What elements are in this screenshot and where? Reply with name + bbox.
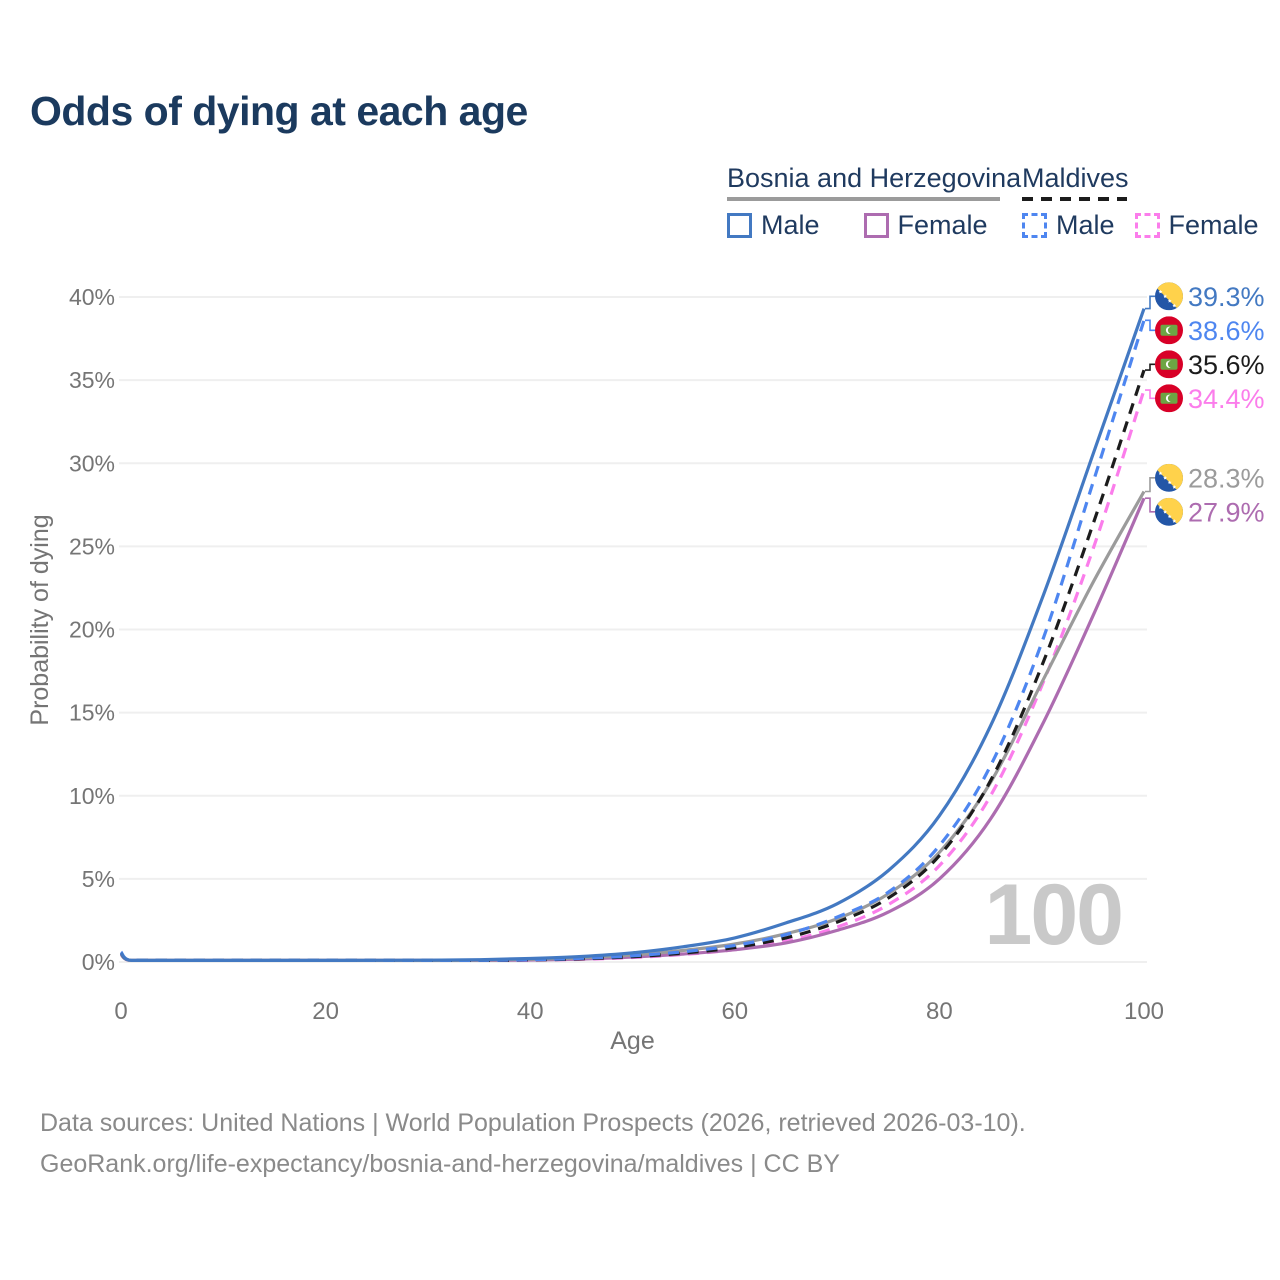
- checkbox-bosnia-female[interactable]: [863, 213, 889, 238]
- flag-icon-bosnia: [1155, 463, 1183, 492]
- end-label-value: 39.3%: [1188, 282, 1265, 312]
- flag-icon-bosnia: [1155, 282, 1183, 311]
- x-tick-label: 20: [312, 998, 339, 1025]
- legend-label-bosnia-female: Female: [897, 210, 988, 240]
- footer-data-sources: Data sources: United Nations | World Pop…: [40, 1109, 1026, 1137]
- end-label-bih-total: 28.3%: [1145, 463, 1265, 493]
- legend-label-maldives-female: Female: [1168, 210, 1259, 240]
- end-label-value: 38.6%: [1188, 316, 1265, 346]
- legend: Bosnia and Herzegovina Male Female Maldi…: [727, 163, 1259, 241]
- end-label-mdv-female: 34.4%: [1145, 384, 1265, 414]
- legend-item-maldives-male[interactable]: Male: [1022, 210, 1115, 241]
- y-tick-label: 0%: [82, 949, 115, 975]
- legend-item-bosnia-female[interactable]: Female: [863, 210, 988, 241]
- x-tick-label: 40: [517, 998, 544, 1025]
- y-axis-title: Probability of dying: [26, 514, 54, 725]
- x-tick-label: 80: [926, 998, 953, 1025]
- legend-items-bosnia: Male Female: [727, 210, 1000, 241]
- flag-icon-bosnia: [1155, 497, 1183, 526]
- label-connector: [1145, 389, 1155, 400]
- legend-item-bosnia-male[interactable]: Male: [727, 210, 820, 241]
- flag-icon-maldives: [1155, 384, 1183, 413]
- y-tick-label: 5%: [82, 866, 115, 892]
- flag-icon-maldives: [1155, 316, 1183, 345]
- y-tick-label: 40%: [69, 284, 115, 310]
- chart-canvas: 0% 5% 10% 15% 20% 25% 30% 35% 40% 0 20 40 60 80 100 Age…: [26, 282, 1265, 1055]
- legend-item-maldives-female[interactable]: Female: [1134, 210, 1259, 241]
- checkbox-maldives-male[interactable]: [1022, 213, 1047, 238]
- end-label-mdv-total: 35.6%: [1145, 350, 1265, 380]
- end-label-bih-male: 39.3%: [1145, 282, 1265, 312]
- end-label-mdv-male: 38.6%: [1145, 316, 1265, 346]
- legend-items-maldives: Male Female: [1022, 210, 1259, 241]
- legend-country-label-maldives: Maldives: [1022, 163, 1129, 193]
- checkbox-bosnia-male[interactable]: [727, 213, 752, 238]
- footer-attribution-link: GeoRank.org/life-expectancy/bosnia-and-h…: [40, 1149, 840, 1178]
- x-axis-title: Age: [610, 1027, 654, 1055]
- label-connector: [1145, 319, 1155, 332]
- label-connector: [1145, 476, 1155, 493]
- y-tick-label: 10%: [69, 783, 115, 809]
- end-label-bih-female: 27.9%: [1145, 497, 1265, 527]
- page-title: Odds of dying at each age: [30, 88, 528, 134]
- end-label-value: 34.4%: [1188, 384, 1265, 414]
- end-label-value: 28.3%: [1188, 463, 1265, 493]
- label-connector: [1145, 363, 1155, 371]
- series-line-mdv-male: [119, 319, 1146, 963]
- y-tick-label: 30%: [69, 450, 115, 476]
- end-label-value: 35.6%: [1188, 350, 1265, 380]
- y-tick-label: 25%: [69, 533, 115, 559]
- end-label-value: 27.9%: [1188, 497, 1265, 527]
- series-line-bih-male: [119, 308, 1146, 963]
- footer: Data sources: United Nations | World Pop…: [40, 1103, 1026, 1184]
- age-watermark: 100: [985, 867, 1123, 963]
- checkbox-maldives-female[interactable]: [1134, 213, 1160, 238]
- legend-group-bosnia: Bosnia and Herzegovina Male Female: [727, 163, 1022, 241]
- legend-label-maldives-male: Male: [1056, 210, 1115, 240]
- legend-country-label-bosnia: Bosnia and Herzegovina: [727, 163, 1022, 193]
- series-line-mdv-female: [119, 389, 1146, 963]
- y-tick-label: 20%: [69, 617, 115, 643]
- x-tick-label: 100: [1124, 998, 1164, 1025]
- y-tick-label: 15%: [69, 700, 115, 726]
- label-connector: [1145, 497, 1155, 513]
- legend-label-bosnia-male: Male: [761, 210, 820, 240]
- legend-line-sample-maldives: [1022, 197, 1127, 201]
- label-connector: [1145, 295, 1155, 310]
- x-tick-label: 60: [721, 998, 748, 1025]
- y-tick-label: 35%: [69, 367, 115, 393]
- legend-group-maldives: Maldives Male Female: [1022, 163, 1259, 241]
- legend-line-sample-bosnia: [727, 197, 1000, 201]
- x-tick-label: 0: [114, 998, 127, 1025]
- flag-icon-maldives: [1155, 350, 1183, 379]
